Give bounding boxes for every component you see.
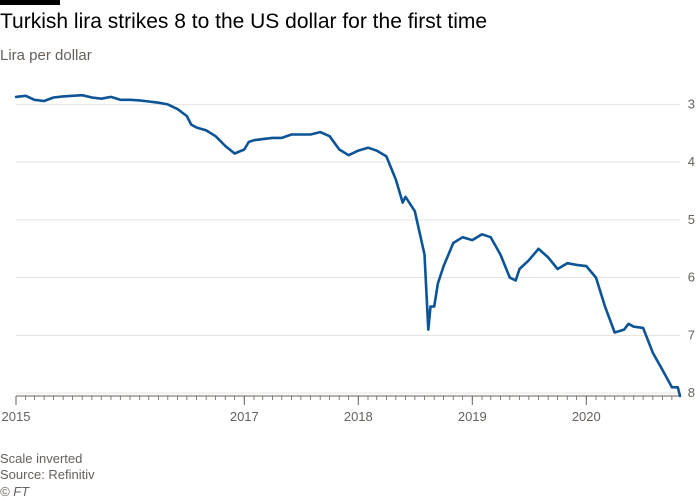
y-tick-label: 4 bbox=[688, 154, 695, 169]
scale-note: Scale inverted bbox=[0, 451, 83, 466]
lira-chart: 2015 2017 2018 2019 2020 3 4 5 6 7 8 bbox=[2, 93, 695, 424]
series-line bbox=[14, 93, 682, 398]
x-tick-label: 2018 bbox=[344, 409, 373, 424]
chart-subtitle: Lira per dollar bbox=[0, 47, 92, 64]
x-tick-label: 2019 bbox=[458, 409, 487, 424]
x-tick-label: 2017 bbox=[230, 409, 259, 424]
series-layer bbox=[14, 93, 682, 398]
y-tick-label: 6 bbox=[688, 270, 695, 285]
y-tick-label: 3 bbox=[688, 96, 695, 111]
chart-title: Turkish lira strikes 8 to the US dollar … bbox=[0, 10, 488, 33]
ft-credit: © FT bbox=[0, 484, 30, 499]
x-tick-label: 2015 bbox=[2, 409, 31, 424]
x-axis: 2015 2017 2018 2019 2020 bbox=[2, 395, 680, 424]
y-tick-label: 7 bbox=[688, 327, 695, 342]
source-note: Source: Refinitiv bbox=[0, 467, 95, 482]
y-tick-label: 5 bbox=[688, 212, 695, 227]
y-tick-label: 8 bbox=[688, 385, 695, 400]
y-tick-labels: 3 4 5 6 7 8 bbox=[688, 96, 695, 400]
x-tick-label: 2020 bbox=[572, 409, 601, 424]
ft-top-bar bbox=[0, 0, 60, 5]
grid-lines bbox=[16, 103, 680, 394]
